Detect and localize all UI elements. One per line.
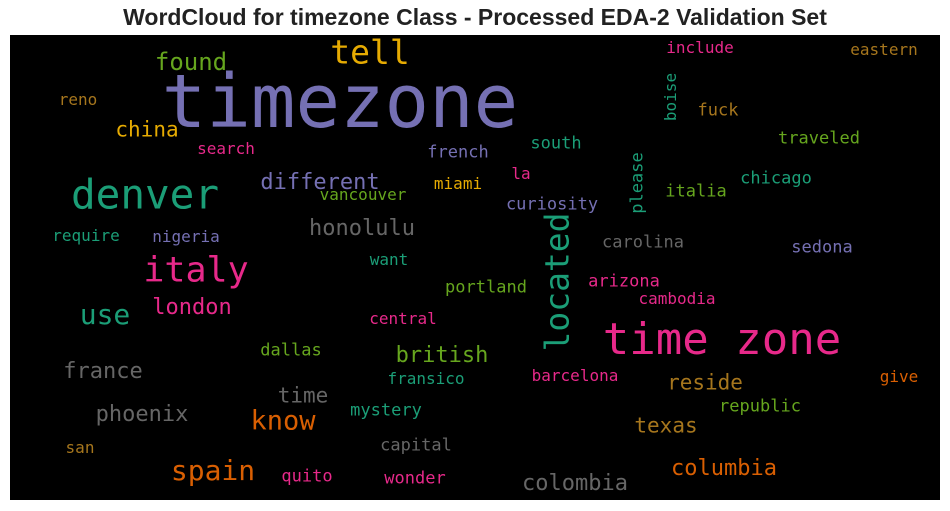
word-london: london — [152, 295, 232, 320]
word-cambodia: cambodia — [638, 289, 716, 308]
word-arizona: arizona — [588, 271, 660, 292]
word-la: la — [511, 164, 531, 183]
word-search: search — [197, 139, 255, 158]
word-timezone: timezone — [161, 59, 519, 145]
word-different: different — [260, 170, 380, 195]
word-portland: portland — [445, 277, 527, 298]
word-honolulu: honolulu — [309, 216, 415, 241]
word-texas: texas — [634, 413, 698, 438]
word-time: time — [277, 383, 329, 408]
word-miami: miami — [433, 174, 483, 193]
word-found: found — [154, 48, 228, 76]
word-reno: reno — [58, 90, 98, 109]
word-french: french — [427, 142, 489, 163]
word-wonder: wonder — [384, 468, 446, 489]
word-quito: quito — [281, 466, 333, 487]
word-chicago: chicago — [740, 168, 812, 189]
word-republic: republic — [719, 396, 801, 417]
word-time-zone: time zone — [602, 314, 842, 365]
word-italy: italy — [143, 250, 249, 291]
word-denver: denver — [70, 170, 220, 219]
word-know: know — [250, 405, 316, 437]
word-san: san — [65, 438, 95, 457]
word-vancouver: vancouver — [319, 185, 407, 204]
wordcloud-canvas: timezone time zone denver italy tell located u… — [10, 35, 940, 500]
word-capital: capital — [380, 435, 452, 456]
word-dallas: dallas — [260, 340, 322, 361]
word-italia: italia — [665, 181, 727, 202]
word-use: use — [79, 298, 131, 331]
word-curiosity: curiosity — [505, 194, 599, 215]
word-want: want — [369, 250, 409, 269]
word-include: include — [666, 38, 734, 57]
word-china: china — [115, 117, 179, 142]
word-spain: spain — [170, 454, 256, 487]
word-fransico: fransico — [387, 369, 465, 388]
word-require: require — [52, 226, 120, 245]
word-please: please — [627, 152, 648, 214]
word-colombia: colombia — [522, 471, 628, 496]
word-tell: tell — [330, 35, 410, 72]
word-boise: boise — [661, 72, 680, 122]
word-central: central — [369, 309, 437, 328]
word-barcelona: barcelona — [531, 366, 619, 385]
word-france: france — [63, 359, 143, 384]
word-give: give — [879, 367, 919, 386]
word-mystery: mystery — [350, 400, 422, 421]
word-traveled: traveled — [778, 128, 860, 149]
word-columbia: columbia — [671, 456, 777, 481]
word-eastern: eastern — [850, 40, 918, 59]
word-sedona: sedona — [791, 237, 853, 258]
word-located: located — [537, 212, 577, 352]
word-nigeria: nigeria — [152, 227, 220, 246]
word-phoenix: phoenix — [95, 402, 189, 427]
word-fuck: fuck — [697, 100, 739, 121]
chart-title: WordCloud for timezone Class - Processed… — [123, 4, 827, 30]
word-british: british — [395, 343, 489, 368]
word-south: south — [530, 133, 582, 154]
word-reside: reside — [667, 370, 743, 395]
word-carolina: carolina — [602, 232, 684, 253]
